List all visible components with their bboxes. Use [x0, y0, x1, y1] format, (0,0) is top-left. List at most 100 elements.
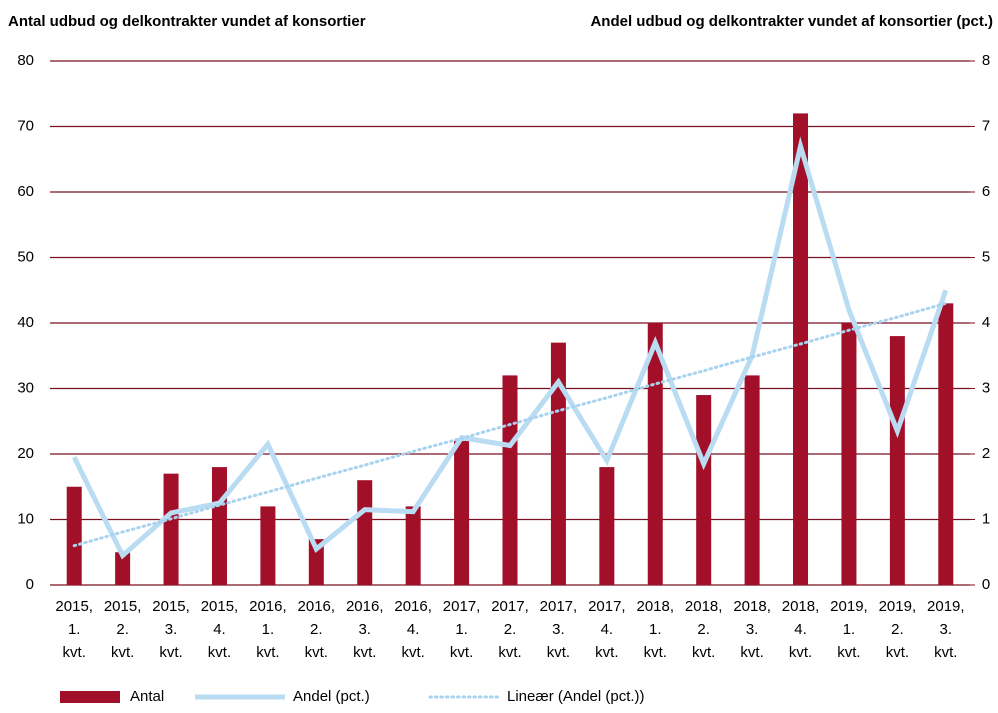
- x-tick-label: 3.: [940, 621, 953, 638]
- x-tick-label: kvt.: [789, 644, 812, 661]
- x-tick-label: 2016,: [298, 598, 336, 615]
- x-tick-label: 1.: [68, 621, 81, 638]
- bar: [744, 375, 760, 585]
- x-tick-label: kvt.: [159, 644, 182, 661]
- y-tick-label: 10: [17, 510, 34, 527]
- x-tick-label: kvt.: [837, 644, 860, 661]
- x-tick-label: kvt.: [740, 644, 763, 661]
- trend-line: [72, 301, 948, 548]
- x-tick-label: 2015,: [55, 598, 93, 615]
- x-tick-label: 2017,: [588, 598, 626, 615]
- y2-tick-label: 3: [982, 379, 990, 396]
- y-tick-label: 40: [17, 314, 34, 331]
- x-tick-label: 3.: [358, 621, 371, 638]
- x-tick-label: 2.: [504, 621, 517, 638]
- legend-swatch: [60, 691, 120, 703]
- x-tick-label: 2.: [116, 621, 129, 638]
- x-tick-label: 2015,: [152, 598, 190, 615]
- x-tick-label: kvt.: [547, 644, 570, 661]
- line: [71, 136, 949, 560]
- bar: [163, 473, 179, 585]
- x-tick-label: kvt.: [256, 644, 279, 661]
- x-tick-label: 4.: [601, 621, 614, 638]
- x-tick-label: kvt.: [886, 644, 909, 661]
- x-tick-label: 3.: [165, 621, 178, 638]
- y-tick-label: 0: [26, 576, 34, 593]
- bar: [647, 323, 663, 585]
- x-tick-label: kvt.: [208, 644, 231, 661]
- x-tick-label: 1.: [262, 621, 275, 638]
- y-tick-label: 20: [17, 445, 34, 462]
- x-tick-label: 2016,: [346, 598, 384, 615]
- x-tick-label: 2019,: [927, 598, 965, 615]
- x-tick-label: 2015,: [201, 598, 239, 615]
- x-tick-label: 4.: [794, 621, 807, 638]
- bar: [66, 486, 82, 585]
- x-tick-label: 1.: [649, 621, 662, 638]
- bar: [115, 552, 131, 585]
- x-tick-label: 2018,: [733, 598, 771, 615]
- x-tick-label: 2.: [697, 621, 710, 638]
- bar: [938, 303, 954, 585]
- y-tick-label: 70: [17, 117, 34, 134]
- y2-tick-label: 5: [982, 248, 990, 265]
- right-axis-title: Andel udbud og delkontrakter vundet af k…: [590, 13, 993, 30]
- y-tick-label: 30: [17, 379, 34, 396]
- x-tick-label: 2017,: [443, 598, 481, 615]
- legend-label: Lineær (Andel (pct.)): [507, 688, 645, 705]
- bar: [793, 113, 809, 586]
- legend-label: Antal: [130, 688, 164, 705]
- x-tick-label: kvt.: [353, 644, 376, 661]
- bar: [454, 440, 470, 585]
- bar: [599, 467, 615, 585]
- bar: [550, 342, 566, 585]
- y-tick-label: 60: [17, 183, 34, 200]
- x-tick-label: kvt.: [692, 644, 715, 661]
- y2-tick-label: 2: [982, 445, 990, 462]
- x-tick-label: 1.: [455, 621, 468, 638]
- y2-tick-label: 1: [982, 510, 990, 527]
- x-tick-label: 2016,: [249, 598, 287, 615]
- x-tick-label: 2018,: [685, 598, 723, 615]
- x-tick-label: kvt.: [595, 644, 618, 661]
- x-tick-label: kvt.: [450, 644, 473, 661]
- x-tick-label: kvt.: [934, 644, 957, 661]
- y2-tick-label: 6: [982, 183, 990, 200]
- left-axis-title: Antal udbud og delkontrakter vundet af k…: [8, 13, 366, 30]
- bar: [357, 480, 373, 585]
- bar: [889, 336, 905, 585]
- bar: [502, 375, 518, 585]
- y2-tick-label: 7: [982, 117, 990, 134]
- x-tick-label: 1.: [843, 621, 856, 638]
- legend-label: Andel (pct.): [293, 688, 370, 705]
- bar: [260, 506, 276, 585]
- x-tick-label: 3.: [552, 621, 565, 638]
- bar: [696, 395, 712, 585]
- x-tick-label: kvt.: [111, 644, 134, 661]
- y-tick-label: 80: [17, 52, 34, 69]
- x-tick-label: 2019,: [879, 598, 917, 615]
- y2-tick-label: 4: [982, 314, 990, 331]
- x-tick-label: 2.: [891, 621, 904, 638]
- x-tick-label: 2018,: [782, 598, 820, 615]
- x-tick-label: kvt.: [644, 644, 667, 661]
- bar: [308, 539, 324, 585]
- y2-tick-label: 0: [982, 576, 990, 593]
- x-tick-label: 2018,: [636, 598, 674, 615]
- x-tick-label: kvt.: [401, 644, 424, 661]
- bar: [405, 506, 421, 585]
- y2-tick-label: 8: [982, 52, 990, 69]
- x-tick-label: 4.: [407, 621, 420, 638]
- bar: [841, 323, 857, 585]
- x-tick-label: 2015,: [104, 598, 142, 615]
- x-tick-label: kvt.: [305, 644, 328, 661]
- y-tick-label: 50: [17, 248, 34, 265]
- x-tick-label: 3.: [746, 621, 759, 638]
- bar: [211, 467, 227, 585]
- x-tick-label: 2019,: [830, 598, 868, 615]
- x-tick-label: 2017,: [491, 598, 529, 615]
- x-tick-label: 2016,: [394, 598, 432, 615]
- x-tick-label: 4.: [213, 621, 226, 638]
- x-tick-label: 2.: [310, 621, 323, 638]
